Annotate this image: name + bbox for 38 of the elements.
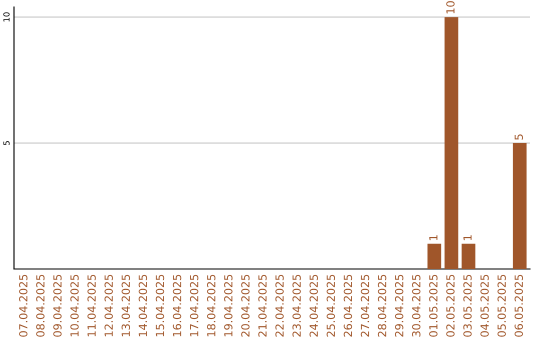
x-tick-label: 29.04.2025 [394, 274, 404, 337]
x-tick-label: 19.04.2025 [224, 274, 233, 336]
x-tick-label: 05.05.2025 [497, 274, 506, 337]
x-tick-label: 27.04.2025 [360, 274, 370, 337]
x-tick-label: 28.04.2025 [378, 274, 386, 337]
x-tick-label: 17.04.2025 [190, 274, 198, 336]
data-label: 10 [446, 1, 455, 14]
x-tick-label: 13.04.2025 [122, 274, 130, 336]
x-tick-label: 20.04.2025 [241, 274, 250, 337]
x-tick-label: 14.04.2025 [138, 274, 148, 336]
x-tick-label: 21.04.2025 [258, 274, 267, 337]
x-tick-label: 07.04.2025 [19, 274, 28, 337]
x-tick-label: 11.04.2025 [87, 274, 96, 336]
x-tick-label: 08.04.2025 [36, 274, 45, 337]
x-tick-label: 30.04.2025 [412, 274, 420, 337]
x-tick-label: 22.04.2025 [275, 274, 284, 337]
x-tick-label: 09.04.2025 [53, 274, 62, 337]
x-tick-label: 15.04.2025 [156, 274, 164, 336]
x-tick-label: 01.05.2025 [429, 274, 438, 337]
x-tick-label: 18.04.2025 [207, 274, 216, 336]
bar [444, 17, 458, 269]
data-label: 1 [429, 235, 438, 240]
x-tick-label: 25.04.2025 [326, 274, 336, 337]
bar [462, 244, 476, 269]
x-tick-label: 02.05.2025 [446, 274, 455, 337]
x-tick-label: 10.04.2025 [70, 274, 79, 336]
x-tick-label: 24.04.2025 [310, 274, 318, 337]
data-label: 5 [514, 134, 523, 140]
x-tick-label: 16.04.2025 [172, 274, 182, 336]
data-label: 1 [463, 235, 472, 240]
x-tick-label: 12.04.2025 [104, 274, 113, 336]
x-tick-label: 04.05.2025 [480, 274, 489, 337]
x-tick-label: 26.04.2025 [344, 274, 352, 337]
bar [512, 143, 527, 269]
x-tick-label: 03.05.2025 [463, 274, 472, 337]
x-tick-label: 23.04.2025 [292, 274, 301, 337]
bar [427, 244, 442, 269]
x-tick-label: 06.05.2025 [514, 274, 523, 337]
